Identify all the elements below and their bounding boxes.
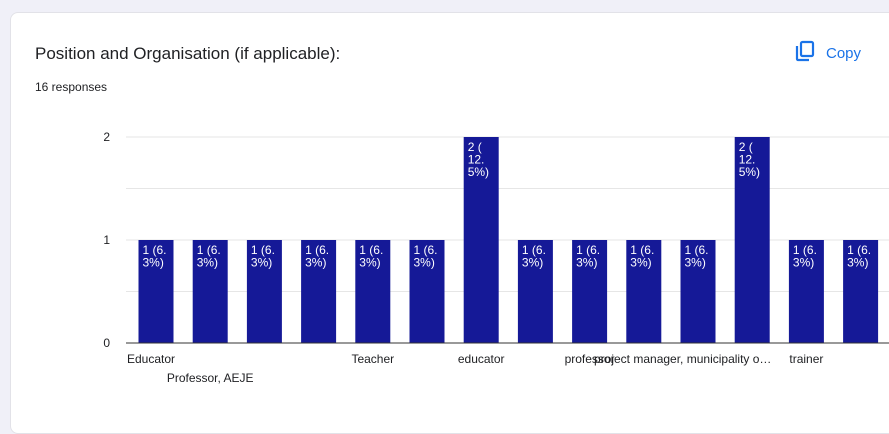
y-tick-label: 1 [103, 233, 110, 247]
bar-data-label: 3%) [630, 256, 651, 270]
bar-data-label: 3%) [305, 256, 326, 270]
bar-data-label: 3%) [197, 256, 218, 270]
x-tick-label: trainer [789, 352, 823, 366]
bar-data-label: 5%) [739, 165, 760, 179]
y-tick-label: 0 [103, 336, 110, 350]
bar-data-label: 3%) [847, 256, 868, 270]
bar-data-label: 3%) [414, 256, 435, 270]
y-tick-label: 2 [103, 130, 110, 144]
bar-data-label: 3%) [143, 256, 164, 270]
bar-data-label: 3%) [685, 256, 706, 270]
bar-data-label: 3%) [251, 256, 272, 270]
x-tick-label: project manager, municipality o… [594, 352, 771, 366]
bar-data-label: 3%) [793, 256, 814, 270]
x-tick-label: Educator [127, 352, 175, 366]
bar-data-label: 3%) [576, 256, 597, 270]
bar-data-label: 5%) [468, 165, 489, 179]
x-tick-label: educator [458, 352, 505, 366]
x-tick-label: Teacher [351, 352, 394, 366]
bar-data-label: 3%) [359, 256, 380, 270]
bar-data-label: 3%) [522, 256, 543, 270]
x-tick-label: Professor, AEJE [167, 371, 254, 385]
